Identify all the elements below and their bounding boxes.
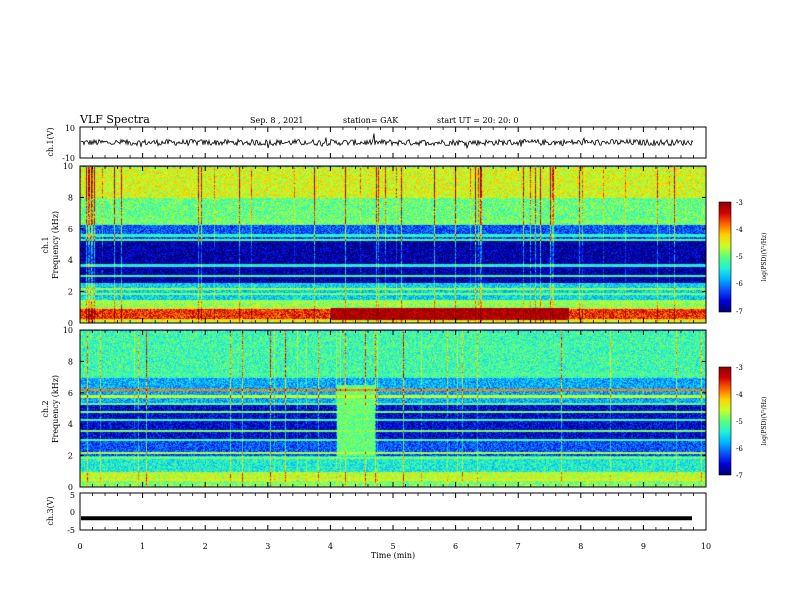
ch1-colorbar-gradient	[719, 202, 731, 312]
time-axis-label: Time (min)	[371, 551, 415, 560]
ch2-frequency-tick-labels: 0 2 4 6 8 10	[63, 326, 706, 492]
ch2-spectrogram-panel: 0 2 4 6 8 10 ch.2 Frequency (kHz)	[41, 326, 707, 492]
ch2-freq-tick-label: 4	[68, 420, 73, 429]
ch1-freq-tick-label: 4	[68, 256, 73, 265]
ch1-waveform-trace	[80, 133, 694, 150]
ch2-colorbar-label: log(PSD)(V²/Hz)	[761, 397, 768, 446]
ch1-cbar-tick-neg6: -6	[736, 280, 743, 288]
time-tick-label: 3	[265, 542, 270, 551]
ch2-cbar-tick-neg7: -7	[736, 472, 743, 480]
ch1-cbar-tick-neg4: -4	[736, 226, 743, 234]
ch1-waveform-ylabel: ch.1(V)	[46, 127, 55, 156]
ch2-colorbar: -3 -4 -5 -6 -7 log(PSD)(V²/Hz)	[718, 364, 768, 480]
ch1-colorbar: -3 -4 -5 -6 -7 log(PSD)(V²/Hz)	[718, 199, 768, 316]
ch1-cbar-tick-neg7: -7	[736, 308, 743, 316]
ch1-freq-tick-label: 8	[68, 193, 73, 202]
time-tick-label: 8	[578, 542, 583, 551]
station-label: station= GAK	[343, 116, 399, 125]
ch1-freq-tick-label: 0	[68, 319, 73, 328]
ch1-freq-tick-label: 6	[68, 225, 73, 234]
ch2-colorbar-frame	[718, 366, 732, 476]
ch1-cbar-tick-neg3: -3	[736, 199, 743, 207]
start-time-label: start UT = 20: 20: 0	[437, 116, 518, 125]
time-tick-label: 10	[701, 542, 711, 551]
time-axis-tick-labels: 0 1 2 3 4 5 6 7 8 9 10	[77, 542, 711, 551]
time-tick-label: 5	[390, 542, 395, 551]
ch1-colorbar-label: log(PSD)(V²/Hz)	[761, 233, 768, 282]
ch3-waveform-panel: 5 0 -5 ch.3(V)	[46, 491, 707, 535]
time-tick-label: 9	[641, 542, 646, 551]
ch1-waveform-line	[80, 133, 694, 150]
ch2-freq-tick-label: 0	[68, 483, 73, 492]
time-tick-label: 7	[516, 542, 521, 551]
ch3-waveform-ylabel: ch.3(V)	[46, 496, 55, 525]
time-tick-label: 2	[203, 542, 208, 551]
ch1-waveform-time-ticks	[79, 127, 707, 158]
ch1-cbar-tick-neg5: -5	[736, 253, 743, 261]
ch3-waveform-time-ticks	[79, 493, 707, 530]
ch1-spectrogram-ticks	[79, 166, 707, 323]
ch2-freq-tick-label: 2	[68, 452, 73, 461]
ch2-spectrogram-image	[80, 330, 706, 487]
ch2-spectrogram-ticks	[79, 330, 707, 487]
ch2-channel-label: ch.2	[41, 400, 50, 417]
ch2-freq-tick-label: 6	[68, 389, 73, 398]
ch1-frequency-tick-labels: 0 2 4 6 8 10	[63, 162, 706, 328]
date-label: Sep. 8 , 2021	[250, 116, 304, 125]
ch2-freq-tick-label: 10	[63, 326, 73, 335]
ch3-ytick-mid: 0	[70, 508, 75, 517]
time-tick-label: 0	[77, 542, 82, 551]
time-tick-label: 4	[328, 542, 333, 551]
ch1-freq-tick-label: 2	[68, 288, 73, 297]
ch2-freq-tick-label: 8	[68, 357, 73, 366]
ch1-colorbar-frame	[718, 201, 732, 313]
time-tick-label: 6	[453, 542, 458, 551]
ch1-waveform-panel: 10 -10 ch.1(V)	[46, 124, 707, 163]
ch3-ytick-bottom: -5	[67, 526, 75, 535]
ch1-ytick-bottom: -10	[62, 154, 75, 163]
ch2-cbar-tick-neg6: -6	[736, 445, 743, 453]
ch3-ytick-top: 5	[70, 491, 75, 500]
figure-title: VLF Spectra	[79, 113, 150, 126]
ch1-channel-label: ch.1	[41, 236, 50, 253]
ch1-spectrogram-panel: 0 2 4 6 8 10 ch.1 Frequency (kHz)	[41, 162, 707, 328]
time-tick-label: 1	[140, 542, 145, 551]
ch2-cbar-tick-neg3: -3	[736, 364, 743, 372]
ch2-cbar-tick-neg4: -4	[736, 391, 743, 399]
ch2-colorbar-gradient	[719, 367, 731, 475]
ch2-frequency-axis-label: Frequency (kHz)	[51, 375, 60, 443]
ch1-frequency-axis-label: Frequency (kHz)	[51, 211, 60, 279]
ch1-freq-tick-label: 10	[63, 162, 73, 171]
ch1-spectrogram-image	[80, 166, 706, 323]
ch1-ytick-top: 10	[65, 124, 75, 133]
ch2-cbar-tick-neg5: -5	[736, 418, 743, 426]
